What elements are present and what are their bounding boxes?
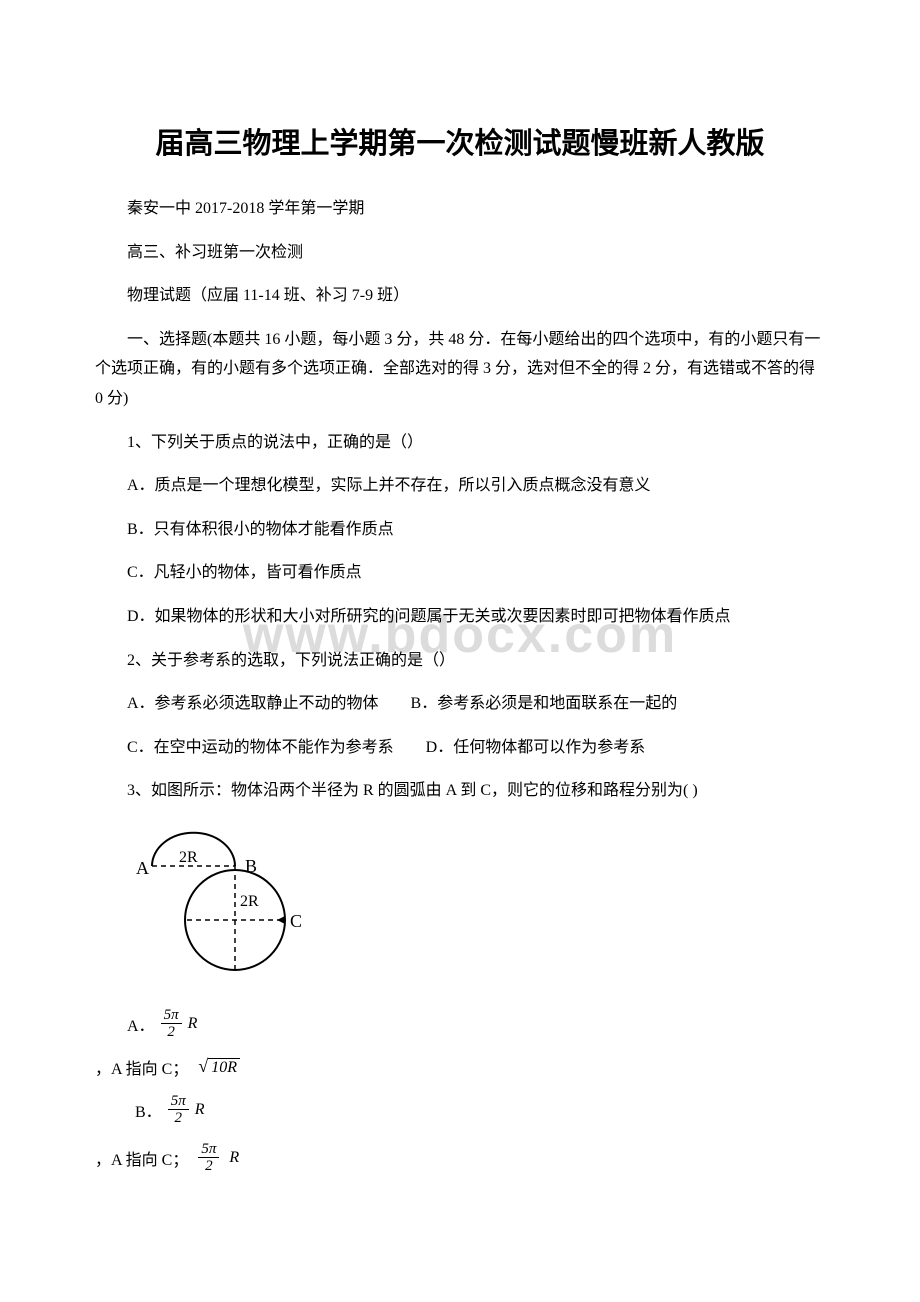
fraction-5pi-2-b: 5π 2 — [168, 1093, 189, 1127]
option-b-tail: ，A 指向 C； — [95, 1146, 188, 1170]
question-2-options-cd: C．在空中运动的物体不能作为参考系 D．任何物体都可以作为参考系 — [95, 733, 825, 763]
label-B: B — [245, 856, 257, 876]
option-a-label: A． — [127, 1012, 155, 1036]
question-1-option-b: B．只有体积很小的物体才能看作质点 — [95, 515, 825, 545]
question-3-figure: A B C 2R 2R — [127, 824, 825, 989]
frac-den-b2: 2 — [202, 1158, 216, 1175]
question-1-option-c: C．凡轻小的物体，皆可看作质点 — [95, 558, 825, 588]
frac-den-b: 2 — [171, 1110, 185, 1127]
frac-den: 2 — [164, 1024, 178, 1041]
option-b-line1: B． 5π 2 R — [135, 1093, 825, 1127]
option-b-line2: ，A 指向 C； 5π 2 R — [95, 1141, 825, 1175]
fraction-5pi-2-a: 5π 2 — [161, 1007, 182, 1041]
option-a-line1: A． 5π 2 R — [127, 1007, 825, 1041]
var-R-a: R — [188, 1015, 198, 1033]
var-R-b2: R — [229, 1149, 239, 1167]
question-3: 3、如图所示：物体沿两个半径为 R 的圆弧由 A 到 C，则它的位移和路程分别为… — [95, 776, 825, 806]
question-1-option-a: A．质点是一个理想化模型，实际上并不存在，所以引入质点概念没有意义 — [95, 471, 825, 501]
para-section-instructions: 一、选择题(本题共 16 小题，每小题 3 分，共 48 分．在每小题给出的四个… — [95, 325, 825, 414]
arc-diagram-svg: A B C 2R 2R — [127, 824, 322, 989]
arrow-head — [277, 916, 285, 924]
option-a-line2: ，A 指向 C； √ 10R — [95, 1055, 825, 1079]
label-2R-top: 2R — [179, 849, 198, 866]
document-title: 届高三物理上学期第一次检测试题慢班新人教版 — [95, 120, 825, 162]
frac-num: 5π — [161, 1007, 182, 1025]
label-A: A — [136, 858, 149, 878]
label-C: C — [290, 911, 302, 931]
para-class-info: 高三、补习班第一次检测 — [95, 238, 825, 268]
frac-num-b: 5π — [168, 1093, 189, 1111]
sqrt-sign-icon: √ — [198, 1056, 208, 1077]
sqrt-10R: √ 10R — [198, 1056, 240, 1077]
option-a-tail: ，A 指向 C； — [95, 1055, 188, 1079]
var-R-b: R — [195, 1101, 205, 1119]
para-subject-info: 物理试题（应届 11-14 班、补习 7-9 班） — [95, 281, 825, 311]
question-2: 2、关于参考系的选取，下列说法正确的是（） — [95, 646, 825, 676]
label-2R-bottom: 2R — [240, 893, 259, 910]
option-b-label: B． — [135, 1098, 162, 1122]
question-2-options-ab: A．参考系必须选取静止不动的物体 B．参考系必须是和地面联系在一起的 — [95, 689, 825, 719]
question-1-option-d: D．如果物体的形状和大小对所研究的问题属于无关或次要因素时即可把物体看作质点 — [95, 602, 825, 632]
question-1: 1、下列关于质点的说法中，正确的是（） — [95, 428, 825, 458]
para-school-term: 秦安一中 2017-2018 学年第一学期 — [95, 194, 825, 224]
document-content: 届高三物理上学期第一次检测试题慢班新人教版 秦安一中 2017-2018 学年第… — [95, 120, 825, 1175]
fraction-5pi-2-b2: 5π 2 — [198, 1141, 219, 1175]
frac-num-b2: 5π — [198, 1141, 219, 1159]
sqrt-body: 10R — [208, 1058, 240, 1077]
